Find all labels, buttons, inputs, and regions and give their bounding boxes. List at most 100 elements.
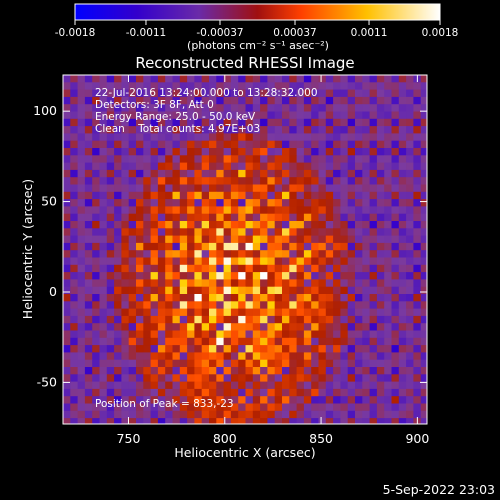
heatmap-cell <box>282 140 290 149</box>
heatmap-cell <box>420 104 427 112</box>
heatmap-cell <box>238 337 246 346</box>
heatmap-cell <box>303 301 312 309</box>
heatmap-cell <box>165 374 173 382</box>
heatmap-cell <box>165 418 173 424</box>
heatmap-cell <box>289 162 297 171</box>
heatmap-cell <box>150 89 159 98</box>
heatmap-cell <box>238 286 246 295</box>
heatmap-cell <box>398 140 407 149</box>
heatmap-cell <box>179 199 188 207</box>
heatmap-cell <box>303 279 312 288</box>
heatmap-cell <box>179 388 188 397</box>
heatmap-cell <box>260 257 268 266</box>
heatmap-cell <box>355 89 363 98</box>
heatmap-cell <box>376 279 385 288</box>
heatmap-cell <box>282 96 290 105</box>
heatmap-cell <box>172 235 181 244</box>
heatmap-cell <box>289 272 297 280</box>
heatmap-cell <box>245 162 254 171</box>
heatmap-cell <box>376 388 385 397</box>
heatmap-cell <box>238 367 246 375</box>
heatmap-cell <box>194 323 203 331</box>
heatmap-cell <box>260 301 268 309</box>
heatmap-cell <box>92 286 100 295</box>
heatmap-cell <box>347 82 356 90</box>
heatmap-cell <box>355 388 363 397</box>
heatmap-cell <box>121 228 130 236</box>
heatmap-cell <box>311 118 319 127</box>
heatmap-cell <box>216 388 224 397</box>
heatmap-cell <box>136 359 144 368</box>
heatmap-cell <box>114 191 122 200</box>
heatmap-cell <box>369 199 378 207</box>
heatmap-cell <box>70 213 78 222</box>
heatmap-cell <box>99 272 108 280</box>
heatmap-cell <box>216 75 224 83</box>
heatmap-cell <box>106 126 115 134</box>
heatmap-cell <box>413 118 422 127</box>
heatmap-cell <box>340 221 349 229</box>
heatmap-cell <box>355 169 363 178</box>
heatmap-cell <box>362 118 370 127</box>
heatmap-cell <box>187 308 195 317</box>
heatmap-cell <box>318 191 327 200</box>
heatmap-cell <box>311 396 319 404</box>
heatmap-cell <box>406 345 414 353</box>
heatmap-cell <box>165 250 173 258</box>
heatmap-cell <box>340 367 349 375</box>
heatmap-cell <box>201 177 210 185</box>
heatmap-cell <box>150 140 159 149</box>
heatmap-cell <box>311 359 319 368</box>
heatmap-cell <box>63 294 71 302</box>
heatmap-cell <box>296 235 305 244</box>
heatmap-cell <box>347 177 356 185</box>
heatmap-cell <box>172 96 181 105</box>
heatmap-cell <box>245 388 254 397</box>
heatmap-cell <box>347 191 356 200</box>
heatmap-cell <box>274 242 283 251</box>
heatmap-cell <box>223 337 232 346</box>
heatmap-cell <box>303 155 312 163</box>
heatmap-cell <box>99 104 108 112</box>
heatmap-cell <box>325 155 334 163</box>
heatmap-cell <box>63 118 71 127</box>
heatmap-cell <box>77 228 86 236</box>
heatmap-cell <box>245 257 254 266</box>
heatmap-cell <box>63 388 71 397</box>
heatmap-cell <box>296 250 305 258</box>
heatmap-cell <box>413 191 422 200</box>
heatmap-cell <box>172 133 181 142</box>
heatmap-cell <box>230 126 239 134</box>
heatmap-cell <box>99 388 108 397</box>
heatmap-cell <box>172 388 181 397</box>
heatmap-cell <box>420 235 427 244</box>
heatmap-cell <box>230 155 239 163</box>
heatmap-cell <box>398 104 407 112</box>
heatmap-cell <box>150 177 159 185</box>
heatmap-cell <box>238 111 246 120</box>
heatmap-cell <box>362 96 370 105</box>
heatmap-cell <box>267 177 276 185</box>
plot-frame <box>62 74 428 425</box>
heatmap-cell <box>172 126 181 134</box>
heatmap-cell <box>340 330 349 339</box>
heatmap-cell <box>289 374 297 382</box>
heatmap-cell <box>355 133 363 142</box>
heatmap-cell <box>398 242 407 251</box>
heatmap-cell <box>303 96 312 105</box>
heatmap-cell <box>143 184 151 193</box>
heatmap-cell <box>179 206 188 215</box>
heatmap-cell <box>391 242 400 251</box>
heatmap-cell <box>384 104 392 112</box>
heatmap-cell <box>99 308 108 317</box>
heatmap-cell <box>252 294 261 302</box>
heatmap-cell <box>333 75 341 83</box>
heatmap-cell <box>391 235 400 244</box>
heatmap-cell <box>77 374 86 382</box>
heatmap-cell <box>347 352 356 361</box>
x-tick-label: 900 <box>405 431 429 446</box>
heatmap-cell <box>230 118 239 127</box>
heatmap-cell <box>150 301 159 309</box>
heatmap-cell <box>77 82 86 90</box>
heatmap-cell <box>230 177 239 185</box>
